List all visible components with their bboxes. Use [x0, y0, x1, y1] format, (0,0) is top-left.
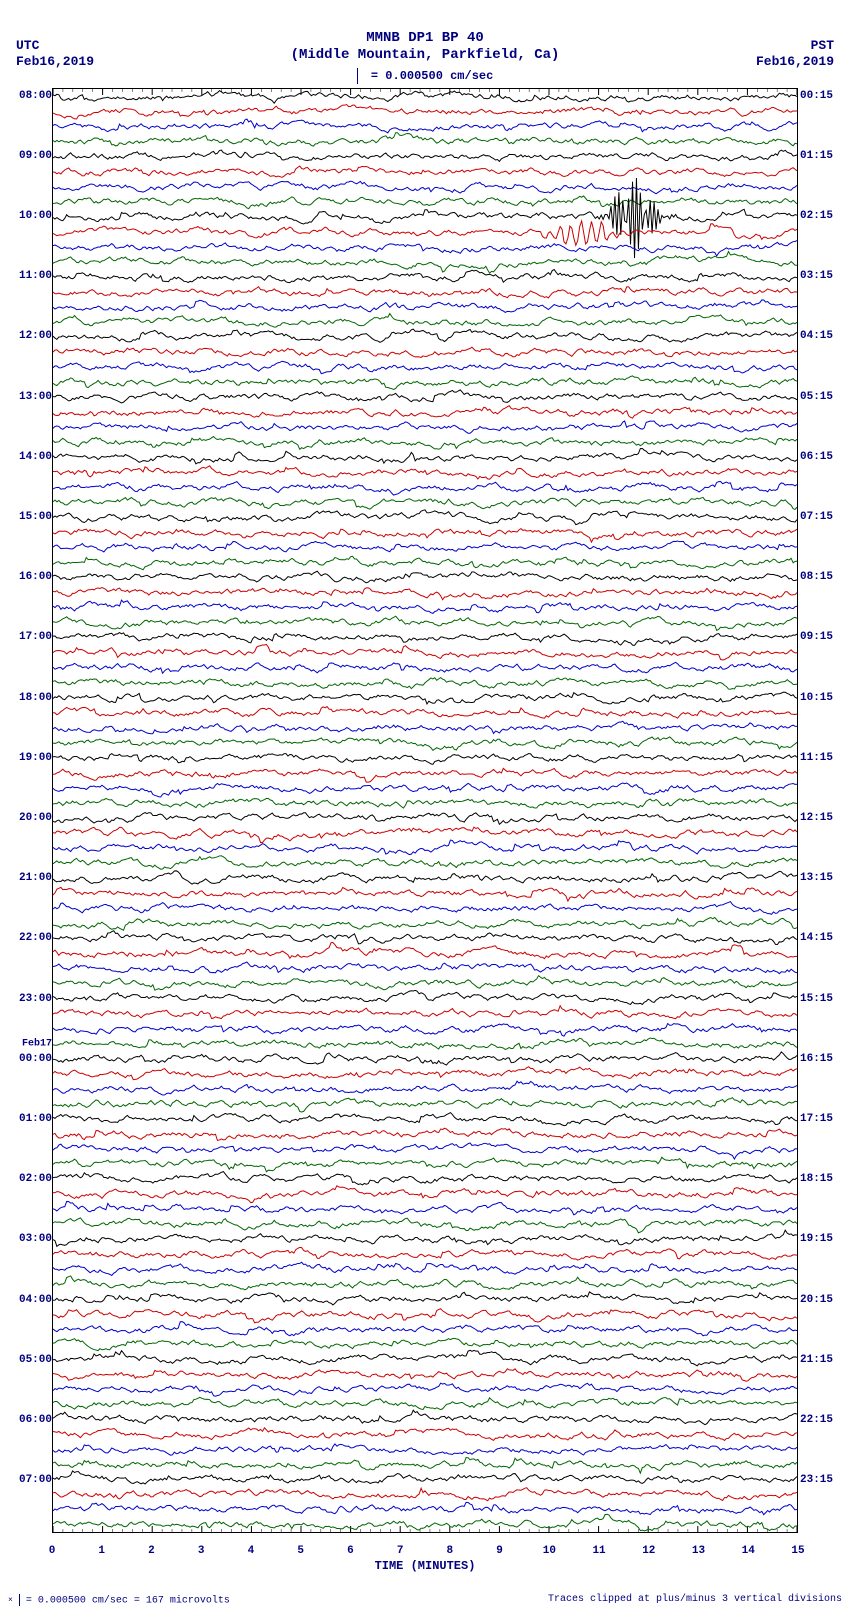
pst-date-label: Feb16,2019: [756, 54, 834, 70]
x-tick-label: 10: [543, 1545, 556, 1557]
seismogram-svg: [53, 89, 797, 1532]
right-hour-label: 05:15: [800, 391, 850, 403]
right-hour-label: 02:15: [800, 210, 850, 222]
left-hour-label: 08:00: [0, 90, 52, 102]
left-hour-label: 15:00: [0, 511, 52, 523]
right-hour-label: 19:15: [800, 1233, 850, 1245]
left-hour-label: 02:00: [0, 1173, 52, 1185]
station-subtitle: (Middle Mountain, Parkfield, Ca): [0, 47, 850, 64]
corner-top-right: PST Feb16,2019: [756, 38, 834, 69]
x-tick-label: 8: [447, 1545, 454, 1557]
right-hour-label: 15:15: [800, 993, 850, 1005]
x-tick-label: 2: [148, 1545, 155, 1557]
left-hour-label: 14:00: [0, 451, 52, 463]
right-hour-label: 08:15: [800, 571, 850, 583]
x-tick-label: 14: [742, 1545, 755, 1557]
x-tick-label: 12: [642, 1545, 655, 1557]
left-time-labels: 08:00 09:00 10:00 11:00 12:00 13:00 14:00 15:00…: [0, 88, 52, 1533]
x-tick-label: 5: [297, 1545, 304, 1557]
day-break-label: Feb17: [0, 1039, 52, 1050]
right-hour-label: 22:15: [800, 1414, 850, 1426]
right-hour-label: 11:15: [800, 752, 850, 764]
left-hour-label: 10:00: [0, 210, 52, 222]
x-tick-label: 1: [98, 1545, 105, 1557]
x-axis: TIME (MINUTES) 0123456789101112131415: [52, 1533, 798, 1563]
scale-value: = 0.000500 cm/sec: [371, 69, 493, 83]
right-hour-label: 09:15: [800, 631, 850, 643]
left-hour-label: 09:00: [0, 150, 52, 162]
left-hour-label: 17:00: [0, 631, 52, 643]
x-tick-label: 9: [496, 1545, 503, 1557]
left-hour-label: 13:00: [0, 391, 52, 403]
left-hour-label: 07:00: [0, 1474, 52, 1486]
right-time-labels: 00:15 01:15 02:15 03:15 04:15 05:15 06:15 07:15…: [798, 88, 850, 1533]
right-hour-label: 07:15: [800, 511, 850, 523]
right-hour-label: 03:15: [800, 270, 850, 282]
left-hour-label: 19:00: [0, 752, 52, 764]
left-hour-label: 11:00: [0, 270, 52, 282]
right-hour-label: 18:15: [800, 1173, 850, 1185]
left-hour-label: 06:00: [0, 1414, 52, 1426]
scale-bar-icon: [357, 68, 358, 84]
x-tick-label: 7: [397, 1545, 404, 1557]
right-hour-label: 20:15: [800, 1294, 850, 1306]
left-hour-label: 01:00: [0, 1113, 52, 1125]
left-hour-label: 20:00: [0, 812, 52, 824]
utc-date-label: Feb16,2019: [16, 54, 94, 70]
x-tick-label: 3: [198, 1545, 205, 1557]
utc-zone-label: UTC: [16, 38, 94, 54]
x-tick-label: 4: [248, 1545, 255, 1557]
right-hour-label: 00:15: [800, 90, 850, 102]
seismogram-plot: [52, 88, 798, 1533]
x-axis-title: TIME (MINUTES): [52, 1559, 798, 1573]
left-hour-label: 12:00: [0, 330, 52, 342]
pst-zone-label: PST: [756, 38, 834, 54]
x-tick-label: 0: [49, 1545, 56, 1557]
left-hour-label: 05:00: [0, 1354, 52, 1366]
left-hour-label: 22:00: [0, 932, 52, 944]
corner-top-left: UTC Feb16,2019: [16, 38, 94, 69]
footer-left: × = 0.000500 cm/sec = 167 microvolts: [8, 1594, 230, 1607]
x-tick-label: 11: [592, 1545, 605, 1557]
right-hour-label: 23:15: [800, 1474, 850, 1486]
left-hour-label: 16:00: [0, 571, 52, 583]
x-tick-label: 6: [347, 1545, 354, 1557]
right-hour-label: 04:15: [800, 330, 850, 342]
left-hour-label: 18:00: [0, 692, 52, 704]
footer: × = 0.000500 cm/sec = 167 microvolts Tra…: [0, 1594, 850, 1607]
right-hour-label: 06:15: [800, 451, 850, 463]
right-hour-label: 01:15: [800, 150, 850, 162]
station-title: MMNB DP1 BP 40: [0, 30, 850, 47]
x-tick-label: 15: [791, 1545, 804, 1557]
right-hour-label: 17:15: [800, 1113, 850, 1125]
left-hour-label: 03:00: [0, 1233, 52, 1245]
left-hour-label: 21:00: [0, 872, 52, 884]
right-hour-label: 10:15: [800, 692, 850, 704]
left-hour-label: 04:00: [0, 1294, 52, 1306]
right-hour-label: 21:15: [800, 1354, 850, 1366]
left-hour-label: 00:00: [0, 1053, 52, 1065]
seismogram-container: UTC Feb16,2019 PST Feb16,2019 MMNB DP1 B…: [0, 0, 850, 1613]
right-hour-label: 16:15: [800, 1053, 850, 1065]
left-hour-label: 23:00: [0, 993, 52, 1005]
scale-note: = 0.000500 cm/sec: [0, 68, 850, 84]
right-hour-label: 12:15: [800, 812, 850, 824]
chart-header: MMNB DP1 BP 40 (Middle Mountain, Parkfie…: [0, 0, 850, 84]
footer-right: Traces clipped at plus/minus 3 vertical …: [548, 1594, 842, 1605]
right-hour-label: 14:15: [800, 932, 850, 944]
x-tick-label: 13: [692, 1545, 705, 1557]
right-hour-label: 13:15: [800, 872, 850, 884]
